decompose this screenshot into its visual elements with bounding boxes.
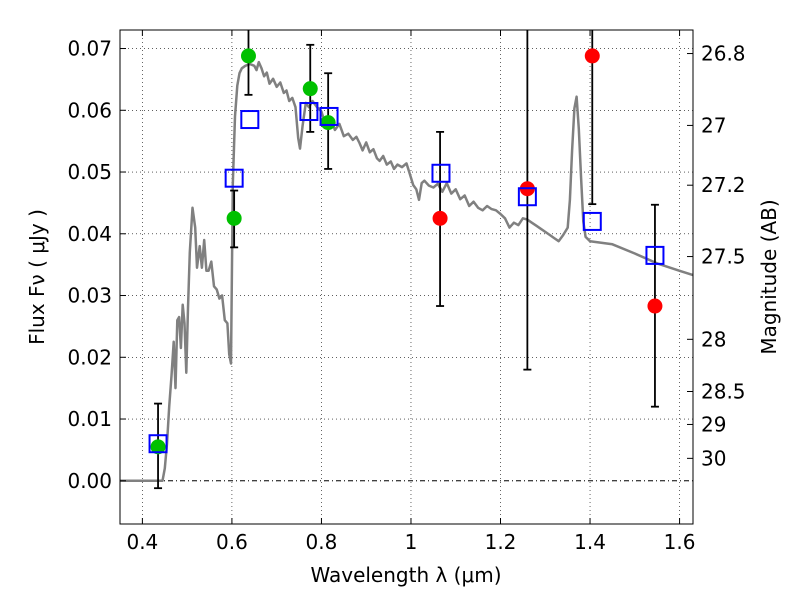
axis-ticks	[120, 30, 693, 524]
data-point-square	[148, 434, 168, 454]
x-tick-label: 1.2	[485, 530, 517, 554]
data-point-square	[431, 163, 451, 183]
data-point-circle	[584, 48, 600, 64]
data-point-circle	[226, 210, 242, 226]
data-point-circle	[320, 115, 336, 131]
data-point-circle	[647, 298, 663, 314]
data-markers	[148, 48, 665, 455]
x-tick-label: 1	[405, 530, 418, 554]
x-tick-label: 0.6	[216, 530, 248, 554]
data-point-circle	[432, 210, 448, 226]
data-point-square	[319, 106, 339, 126]
y-tick-label: 0.00	[67, 469, 112, 493]
y-axis-label: Flux Fν ( μJy )	[25, 209, 49, 345]
data-point-square	[299, 102, 319, 122]
plot-frame	[119, 29, 694, 525]
x-tick-label: 0.4	[126, 530, 158, 554]
data-point-circle	[302, 81, 318, 97]
data-point-square	[240, 110, 260, 130]
y-tick-label: 0.04	[67, 222, 112, 246]
y2-tick-label: 30	[701, 446, 726, 470]
y-tick-label: 0.01	[67, 407, 112, 431]
y2-tick-label: 27	[701, 113, 726, 137]
y2-axis-label: Magnitude (AB)	[757, 199, 781, 354]
y-tick-label: 0.02	[67, 345, 112, 369]
x-tick-label: 0.8	[306, 530, 338, 554]
y2-tick-label: 28	[701, 327, 726, 351]
x-axis-label: Wavelength λ (μm)	[310, 563, 501, 587]
data-point-square	[224, 168, 244, 188]
y2-tick-label: 26.8	[701, 42, 746, 66]
y-tick-label: 0.07	[67, 37, 112, 61]
data-point-square	[517, 187, 537, 207]
y2-tick-label: 27.2	[701, 173, 746, 197]
plot-area	[120, 30, 693, 490]
y2-tick-label: 29	[701, 412, 726, 436]
data-point-square	[645, 245, 665, 265]
x-tick-label: 1.4	[574, 530, 606, 554]
data-point-square	[582, 211, 602, 231]
y2-tick-label: 28.5	[701, 380, 746, 404]
data-point-circle	[240, 48, 256, 64]
data-point-circle	[150, 439, 166, 455]
x-tick-label: 1.6	[664, 530, 696, 554]
y-tick-label: 0.03	[67, 284, 112, 308]
y-tick-label: 0.06	[67, 98, 112, 122]
y2-tick-label: 27.5	[701, 245, 746, 269]
tick-labels: 0.4 0.6 0.8 1 1.2 1.4 1.6 0.00 0.01 0.02 0.03 0.04 0…	[67, 37, 745, 554]
y-tick-label: 0.05	[67, 160, 112, 184]
